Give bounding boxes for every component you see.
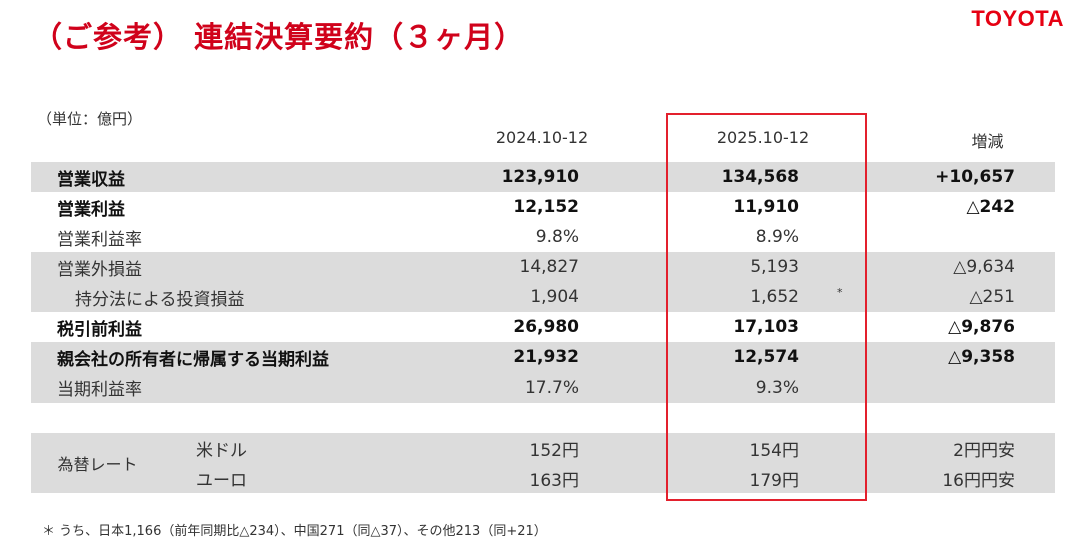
value-prev: 21,932 [513, 347, 579, 367]
value-prev: 152円 [529, 440, 579, 461]
value-change: △251 [969, 287, 1015, 307]
value-change: △242 [966, 197, 1015, 217]
currency-label: 米ドル [196, 440, 247, 461]
fx-rate-label: 為替レート [57, 455, 138, 474]
value-current: 12,574 [733, 347, 799, 367]
value-current: 17,103 [733, 317, 799, 337]
value-current: 154円 [749, 440, 799, 461]
row-label: 税引前利益 [57, 319, 142, 340]
row-label: 持分法による投資損益 [75, 289, 245, 310]
value-prev: 123,910 [501, 167, 579, 187]
row-label: 営業利益率 [57, 229, 142, 250]
value-current: 179円 [749, 470, 799, 491]
value-current: 11,910 [733, 197, 799, 217]
column-header-change: 増減 [971, 132, 1004, 151]
value-current: 1,652 [750, 287, 799, 307]
row-label: 営業外損益 [57, 259, 142, 280]
row-label: 当期利益率 [57, 380, 142, 400]
page-title: （ご参考） 連結決算要約（３ヶ月） [33, 20, 525, 54]
value-current: 134,568 [721, 167, 799, 187]
value-change: 16円円安 [942, 470, 1015, 491]
row-label: 親会社の所有者に帰属する当期利益 [57, 349, 329, 370]
value-change: △9,634 [953, 257, 1015, 277]
table-row-revenue: 営業収益 123,910 134,568 +10,657 [31, 162, 1055, 192]
table-row-net-income: 親会社の所有者に帰属する当期利益 21,932 12,574 △9,358 [31, 342, 1055, 372]
table-row-non-operating: 営業外損益 14,827 5,193 △9,634 [31, 252, 1055, 282]
table-row-operating-income: 営業利益 12,152 11,910 △242 [31, 192, 1055, 222]
value-current: 9.3% [755, 377, 799, 398]
value-change: △9,876 [948, 317, 1015, 337]
current-period-highlight [666, 113, 867, 501]
table-row-equity-method: 持分法による投資損益 1,904 1,652 * △251 [31, 282, 1055, 312]
value-prev: 26,980 [513, 317, 579, 337]
value-prev: 14,827 [519, 257, 579, 277]
table-row-fx-usd: 米ドル 152円 154円 2円円安 [31, 433, 1055, 463]
table-row-pretax-income: 税引前利益 26,980 17,103 △9,876 [31, 312, 1055, 342]
value-change: +10,657 [935, 167, 1015, 187]
value-current: 5,193 [750, 257, 799, 277]
table-row-operating-margin: 営業利益率 9.8% 8.9% [31, 222, 1055, 252]
table-row-fx-eur: ユーロ 163円 179円 16円円安 [31, 463, 1055, 493]
toyota-logo: TOYOTA [971, 6, 1064, 31]
value-prev: 17.7% [524, 377, 579, 398]
unit-label: （単位：億円） [37, 110, 143, 128]
value-change: 2円円安 [953, 440, 1015, 461]
footnote-marker: * [837, 286, 843, 299]
value-prev: 163円 [529, 470, 579, 491]
column-header-current: 2025.10-12 [716, 128, 810, 147]
row-label: 営業収益 [57, 169, 125, 190]
row-label: 営業利益 [57, 199, 125, 220]
table-row-net-margin: 当期利益率 17.7% 9.3% [31, 372, 1055, 403]
value-change: △9,358 [948, 347, 1015, 367]
value-current: 8.9% [755, 227, 799, 247]
column-header-prev: 2024.10-12 [495, 128, 589, 147]
value-prev: 9.8% [535, 227, 579, 247]
footnote: ＊ うち、日本1,166（前年同期比△234）、中国271（同△37）、その他2… [42, 524, 547, 539]
currency-label: ユーロ [196, 470, 247, 491]
value-prev: 12,152 [513, 197, 579, 217]
value-prev: 1,904 [530, 287, 579, 307]
